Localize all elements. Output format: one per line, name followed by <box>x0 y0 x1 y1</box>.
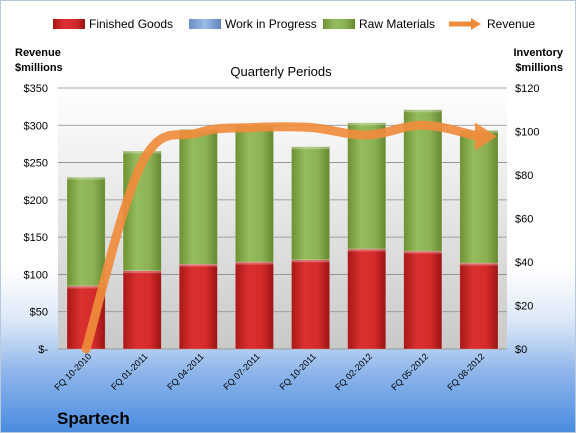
company-name: Spartech <box>57 409 130 428</box>
revenue-line-arrowhead <box>474 122 497 151</box>
bar-top-edge <box>347 122 386 126</box>
left-tick-label: $100 <box>24 269 48 281</box>
bar-top-edge <box>179 264 218 267</box>
legend-label: Revenue <box>487 17 535 31</box>
bar-raw-materials-fq-02-2012 <box>347 122 387 250</box>
legend-label: Finished Goods <box>89 17 173 31</box>
bar-finished-goods-fq-04-2011 <box>178 263 218 350</box>
bar-raw-materials-fq-10-2010 <box>66 176 106 287</box>
left-tick-label: $50 <box>30 307 48 319</box>
category-label-fq-04-2011: FQ 04-2011 <box>165 351 206 392</box>
left-tick-label: $150 <box>24 232 48 244</box>
left-tick-label: $200 <box>24 195 48 207</box>
bar-raw-materials-fq-08-2012 <box>459 130 499 264</box>
bar-top-edge <box>403 251 442 254</box>
bar-raw-materials-fq-05-2012 <box>403 109 443 252</box>
right-tick-label: $40 <box>515 257 533 269</box>
left-tick-label: $- <box>38 344 48 356</box>
right-tick-label: $100 <box>515 127 539 139</box>
legend-swatch <box>53 19 85 29</box>
legend-label: Raw Materials <box>359 17 435 31</box>
right-tick-label: $120 <box>515 83 539 95</box>
bar-finished-goods-fq-02-2012 <box>347 248 387 350</box>
right-tick-label: $20 <box>515 301 533 313</box>
bar-finished-goods-fq-08-2012 <box>459 262 499 350</box>
left-tick-label: $250 <box>24 158 48 170</box>
bar-top-edge <box>66 177 106 180</box>
bar-top-edge <box>66 285 106 289</box>
category-label-fq-10-2011: FQ 10-2011 <box>277 351 318 392</box>
left-axis-title-line2: $millions <box>15 62 63 74</box>
legend: Finished Goods Work in Progress Raw Materi… <box>53 17 535 31</box>
category-labels: FQ 10-2010 FQ 01-2011 FQ 04-2011 FQ 07-2011… <box>52 351 486 392</box>
legend-swatch-arrow <box>471 18 481 30</box>
bar-top-edge <box>291 259 330 263</box>
legend-label: Work in Progress <box>225 17 317 31</box>
bar-finished-goods-fq-10-2011 <box>291 259 330 350</box>
left-tick-label: $350 <box>24 83 48 95</box>
axis-titles: Revenue $millions Inventory $millions <box>15 47 564 74</box>
bar-finished-goods-fq-07-2011 <box>235 261 274 350</box>
legend-swatch <box>189 19 221 29</box>
category-label-fq-01-2011: FQ 01-2011 <box>109 351 150 392</box>
legend-item-revenue: Revenue <box>449 17 535 31</box>
bar-raw-materials-fq-10-2011 <box>291 146 330 261</box>
legend-item-work-in-progress: Work in Progress <box>189 17 317 31</box>
bar-finished-goods-fq-01-2011 <box>122 270 162 350</box>
bar-top-edge <box>347 248 386 252</box>
right-axis-title-line2: $millions <box>515 62 563 74</box>
bar-top-edge <box>123 270 162 274</box>
category-label-fq-08-2012: FQ 08-2012 <box>445 351 486 392</box>
bar-top-edge <box>235 262 274 265</box>
category-label-fq-02-2012: FQ 02-2012 <box>333 351 374 392</box>
bar-top-edge <box>123 151 162 154</box>
right-tick-label: $0 <box>515 344 527 356</box>
category-label-fq-05-2012: FQ 05-2012 <box>389 351 430 392</box>
plot-title: Quarterly Periods <box>230 64 332 79</box>
bar-top-edge <box>291 146 330 150</box>
right-tick-label: $60 <box>515 214 533 226</box>
left-tick-label: $300 <box>24 120 48 132</box>
right-axis-title-line1: Inventory <box>513 47 563 59</box>
bar-raw-materials-fq-04-2011 <box>178 129 218 265</box>
category-label-fq-10-2010: FQ 10-2010 <box>52 351 93 392</box>
legend-swatch <box>323 19 355 29</box>
bar-top-edge <box>459 263 499 266</box>
revenue-line-layer <box>81 120 497 354</box>
bar-raw-materials-fq-07-2011 <box>235 124 274 263</box>
left-axis-title-line1: Revenue <box>15 47 61 59</box>
legend-item-raw-materials: Raw Materials <box>323 17 435 31</box>
revenue-line <box>81 120 484 354</box>
bar-finished-goods-fq-05-2012 <box>403 250 443 350</box>
right-axis-ticks: $0 $20 $40 $60 $80 $100 $120 <box>515 83 539 356</box>
category-label-fq-07-2011: FQ 07-2011 <box>221 351 262 392</box>
legend-item-finished-goods: Finished Goods <box>53 17 173 31</box>
left-axis-ticks: $- $50 $100 $150 $200 $250 $300 $350 <box>24 83 49 356</box>
right-tick-label: $80 <box>515 170 533 182</box>
bar-top-edge <box>403 109 442 113</box>
